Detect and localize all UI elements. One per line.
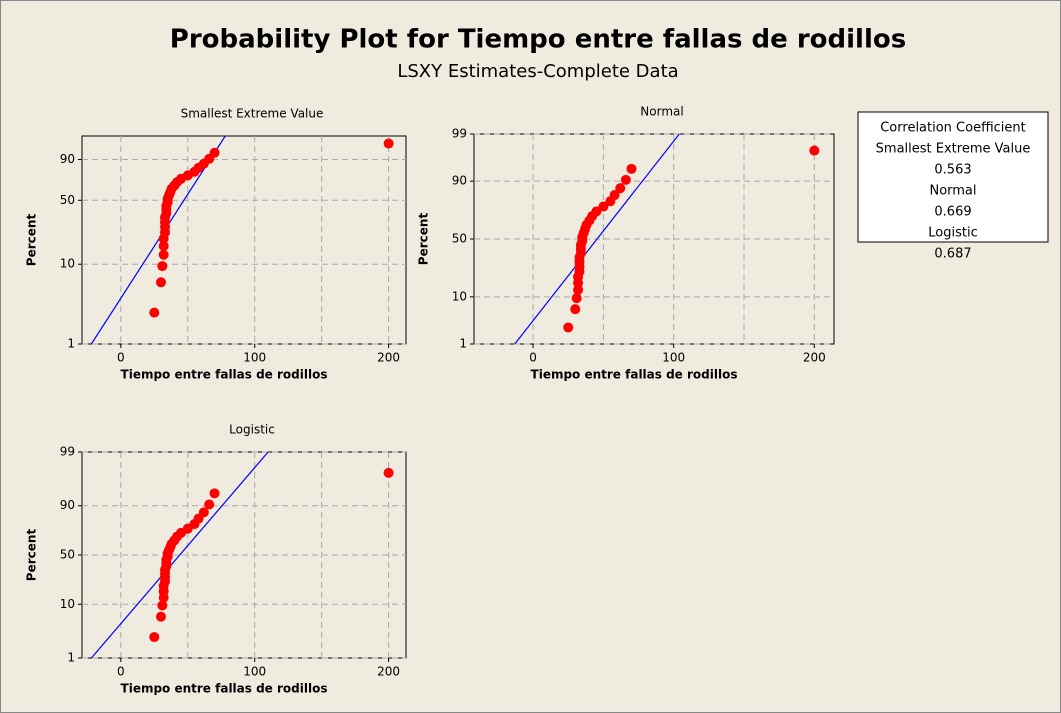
fit-line [90, 452, 269, 658]
y-tick-label: 90 [60, 152, 75, 166]
x-axis-label: Tiempo entre fallas de rodillos [121, 368, 328, 382]
data-point [149, 307, 160, 318]
x-axis-label: Tiempo entre fallas de rodillos [121, 682, 328, 696]
data-point [570, 304, 581, 315]
x-tick-label: 100 [243, 351, 266, 365]
legend-value: 0.563 [934, 163, 971, 178]
x-tick-label: 200 [803, 351, 826, 365]
data-point [626, 163, 637, 174]
panel-title: Normal [640, 105, 683, 119]
data-point [591, 206, 602, 217]
data-point [157, 261, 168, 272]
y-tick-label: 10 [60, 597, 75, 611]
y-tick-label: 50 [60, 548, 75, 562]
x-axis-label: Tiempo entre fallas de rodillos [531, 368, 738, 382]
y-tick-label: 50 [60, 193, 75, 207]
y-axis-label: Percent [25, 529, 39, 582]
panel-title: Logistic [229, 423, 275, 437]
data-point [209, 488, 220, 499]
data-point [158, 240, 169, 251]
legend-value: 0.687 [934, 247, 971, 262]
y-tick-label: 1 [67, 651, 75, 665]
y-tick-label: 99 [452, 127, 467, 141]
data-point [198, 507, 209, 518]
x-tick-label: 0 [529, 351, 537, 365]
x-tick-label: 100 [243, 665, 266, 679]
data-point [155, 611, 166, 622]
legend-name: Normal [929, 184, 976, 199]
legend-box [857, 111, 1049, 243]
data-point [204, 499, 215, 510]
chart-subtitle: LSXY Estimates-Complete Data [397, 61, 678, 82]
y-axis-label: Percent [25, 214, 39, 267]
y-axis-label: Percent [417, 213, 431, 266]
data-point [598, 201, 609, 212]
y-tick-label: 90 [452, 174, 467, 188]
legend-value: 0.669 [934, 205, 971, 220]
x-tick-label: 100 [662, 351, 685, 365]
data-point [620, 174, 631, 185]
fit-line [514, 134, 680, 344]
data-point [157, 600, 168, 611]
data-point [155, 277, 166, 288]
y-tick-label: 1 [67, 337, 75, 351]
data-point [563, 322, 574, 333]
data-point [383, 138, 394, 149]
data-point [573, 284, 584, 295]
legend-name: Logistic [928, 226, 977, 241]
data-point [571, 293, 582, 304]
legend-title: Correlation Coefficient [880, 121, 1026, 136]
data-point [609, 190, 620, 201]
panel-title: Smallest Extreme Value [181, 107, 324, 121]
data-point [383, 467, 394, 478]
chart-title: Probability Plot for Tiempo entre fallas… [170, 25, 906, 55]
x-tick-label: 0 [117, 351, 125, 365]
legend-name: Smallest Extreme Value [876, 142, 1031, 157]
fit-line [90, 136, 226, 344]
y-tick-label: 99 [60, 445, 75, 459]
x-tick-label: 200 [377, 351, 400, 365]
x-tick-label: 0 [117, 665, 125, 679]
data-point [158, 249, 169, 260]
y-tick-label: 1 [459, 337, 467, 351]
y-tick-label: 10 [452, 289, 467, 303]
x-tick-label: 200 [377, 665, 400, 679]
data-point [149, 632, 160, 643]
data-point [209, 147, 220, 158]
data-point [809, 145, 820, 156]
y-tick-label: 50 [452, 232, 467, 246]
y-tick-label: 90 [60, 498, 75, 512]
data-point [615, 183, 626, 194]
y-tick-label: 10 [60, 257, 75, 271]
